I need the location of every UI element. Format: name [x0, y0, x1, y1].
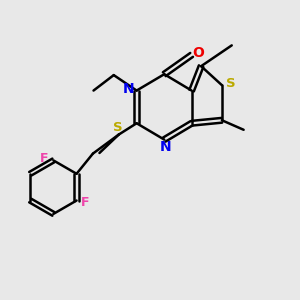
Text: F: F	[40, 152, 49, 165]
Text: N: N	[122, 82, 134, 96]
Text: F: F	[81, 196, 90, 208]
Text: S: S	[113, 121, 123, 134]
Text: N: N	[160, 140, 172, 154]
Text: O: O	[192, 46, 204, 60]
Text: S: S	[226, 77, 236, 90]
